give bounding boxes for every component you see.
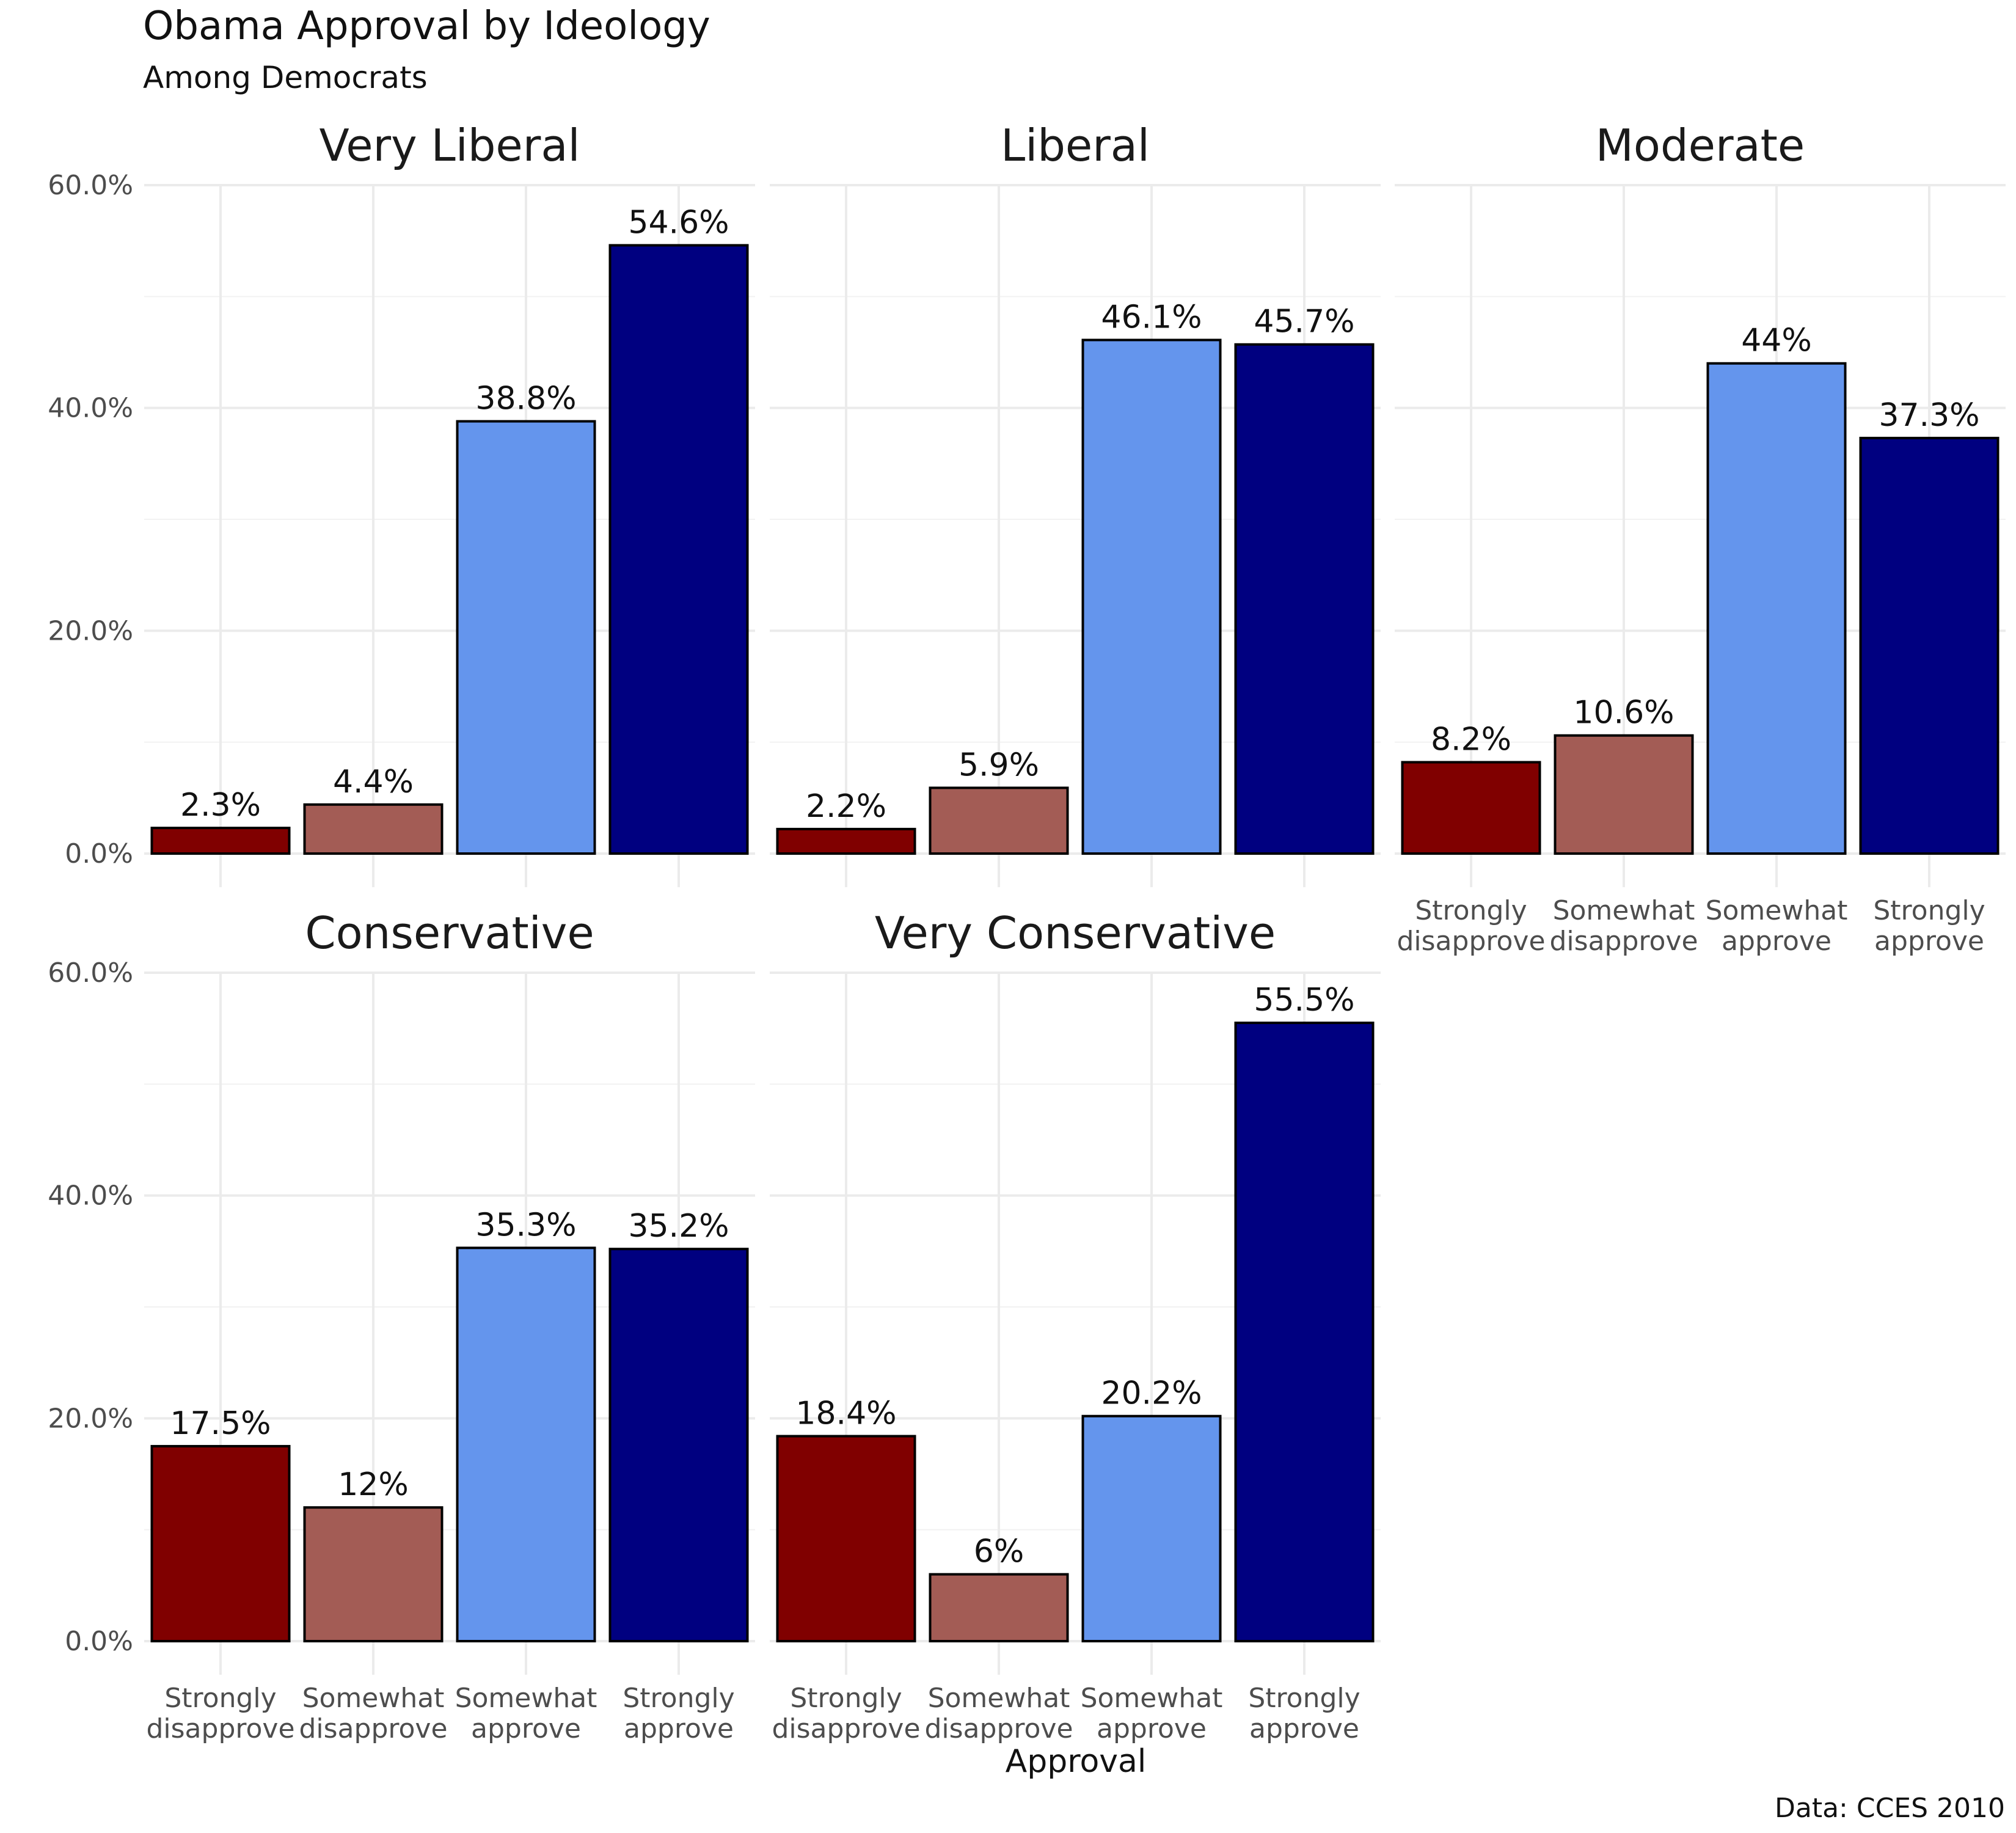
bar: [608, 1248, 749, 1642]
bar-value-label: 54.6%: [628, 204, 729, 241]
bar-value-label: 20.2%: [1101, 1375, 1202, 1412]
bar-value-label: 46.1%: [1101, 299, 1202, 335]
x-tick-label: disapprove: [924, 1713, 1073, 1744]
x-tick-label: Strongly: [1415, 895, 1527, 926]
bar: [1554, 734, 1694, 855]
y-tick-label: 40.0%: [48, 393, 133, 424]
x-tick-label: approve: [1249, 1713, 1359, 1744]
x-tick-label: Somewhat: [928, 1683, 1070, 1714]
facet-panels: Very Liberal 0.0% 20.0% 40.0% 60.0% 2.3% 4.4% 3…: [48, 120, 2006, 1744]
y-tick-label: 60.0%: [48, 957, 133, 989]
bar-value-label: 44%: [1741, 323, 1812, 359]
x-axis-title: Approval: [1006, 1743, 1147, 1780]
y-tick-label: 20.0%: [48, 1403, 133, 1434]
x-tick-label: approve: [1097, 1713, 1207, 1744]
y-tick-label: 0.0%: [65, 838, 133, 869]
bar-value-label: 5.9%: [959, 747, 1039, 783]
bar: [776, 827, 916, 855]
bar-value-label: 10.6%: [1573, 695, 1674, 731]
x-tick-label: Strongly: [164, 1683, 276, 1714]
bar: [1081, 338, 1222, 855]
y-tick-label: 40.0%: [48, 1180, 133, 1212]
bar: [456, 1246, 596, 1642]
bar-value-label: 38.8%: [475, 381, 576, 417]
x-tick-label: Strongly: [790, 1683, 902, 1714]
chart-title: Obama Approval by Ideology: [143, 4, 710, 49]
bar-value-label: 35.3%: [475, 1207, 576, 1243]
bar: [1081, 1414, 1222, 1643]
facet-title: Conservative: [305, 907, 594, 959]
bar-value-label: 6%: [974, 1534, 1024, 1570]
x-tick-label: Strongly: [1248, 1683, 1360, 1714]
bar-value-label: 8.2%: [1431, 721, 1511, 758]
x-tick-label: Somewhat: [455, 1683, 597, 1714]
facet-panel: Liberal 2.2% 5.9% 46.1% 45.7%: [770, 120, 1381, 887]
x-tick-label: disapprove: [299, 1713, 447, 1744]
bar: [150, 827, 291, 855]
facet-panel: Very Conservative 18.4% 6% 20.2% 55.5% Strong…: [770, 907, 1381, 1744]
bar: [1234, 1022, 1375, 1643]
bar: [1706, 362, 1847, 855]
facet-title: Very Conservative: [875, 907, 1276, 959]
caption: Data: CCES 2010: [1775, 1793, 2005, 1824]
x-tick-label: approve: [471, 1713, 581, 1744]
x-tick-label: disapprove: [146, 1713, 294, 1744]
x-tick-label: Somewhat: [302, 1683, 445, 1714]
facet-panel: Conservative 0.0% 20.0% 40.0% 60.0% 17.5% 12% 3…: [48, 907, 755, 1744]
bar-value-label: 4.4%: [333, 764, 414, 800]
bar: [929, 1573, 1069, 1643]
y-tick-label: 0.0%: [65, 1626, 133, 1657]
chart-subtitle: Among Democrats: [143, 60, 428, 95]
bar: [1859, 436, 2000, 855]
bar-value-label: 55.5%: [1254, 982, 1354, 1019]
bar: [456, 420, 596, 855]
bar-value-label: 17.5%: [170, 1405, 271, 1442]
y-tick-label: 60.0%: [48, 170, 133, 201]
bar-value-label: 37.3%: [1879, 397, 1979, 434]
bar: [1401, 761, 1541, 855]
bar: [929, 786, 1069, 855]
bar: [608, 244, 749, 855]
bar-value-label: 2.3%: [180, 787, 261, 824]
bar-value-label: 2.2%: [806, 788, 886, 825]
x-tick-label: Somewhat: [1553, 895, 1695, 926]
facet-title: Very Liberal: [320, 120, 580, 171]
x-tick-label: disapprove: [1397, 926, 1545, 957]
y-tick-label: 20.0%: [48, 615, 133, 646]
bar: [303, 1506, 444, 1642]
bar-value-label: 18.4%: [795, 1396, 896, 1432]
bar-value-label: 45.7%: [1254, 304, 1354, 340]
x-tick-label: approve: [1722, 926, 1832, 957]
x-tick-label: disapprove: [1549, 926, 1698, 957]
facet-panel: Very Liberal 0.0% 20.0% 40.0% 60.0% 2.3% 4.4% 3…: [48, 120, 755, 887]
x-tick-label: Strongly: [623, 1683, 734, 1714]
x-tick-label: Somewhat: [1081, 1683, 1223, 1714]
x-tick-label: disapprove: [772, 1713, 920, 1744]
facet-title: Liberal: [1001, 120, 1150, 171]
facet-title: Moderate: [1596, 120, 1805, 171]
bar: [150, 1444, 291, 1643]
x-tick-label: approve: [1874, 926, 1984, 957]
bar: [303, 803, 444, 855]
x-tick-label: approve: [624, 1713, 734, 1744]
facet-panel: Moderate8.2%10.6%44%37.3%Stronglydisappr…: [1395, 120, 2006, 957]
bar: [1234, 343, 1375, 855]
x-tick-label: Somewhat: [1706, 895, 1848, 926]
bar-value-label: 35.2%: [628, 1208, 729, 1245]
bar-value-label: 12%: [338, 1466, 409, 1503]
bar: [776, 1435, 916, 1642]
x-tick-label: Strongly: [1873, 895, 1985, 926]
